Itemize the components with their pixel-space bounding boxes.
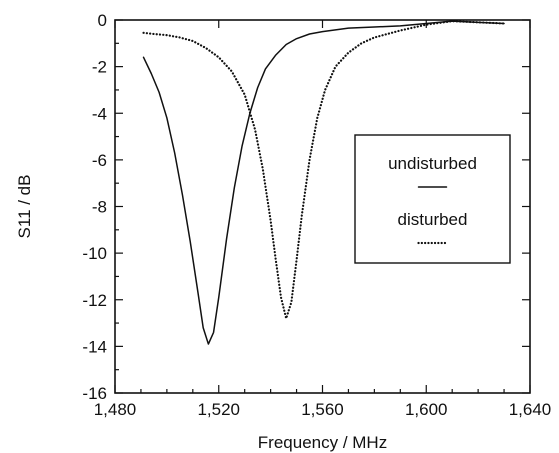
- legend: undisturbed disturbed: [354, 134, 511, 264]
- x-tick-label: 1,560: [301, 400, 344, 419]
- x-tick-label: 1,480: [94, 400, 137, 419]
- y-tick-label: -6: [92, 151, 107, 170]
- y-tick-label: -2: [92, 58, 107, 77]
- axes-layer: [114, 19, 531, 394]
- y-axis-label: S11 / dB: [15, 175, 34, 239]
- y-tick-label: -8: [92, 198, 107, 217]
- series-line-disturbed: [142, 20, 506, 320]
- y-tick-label: -16: [82, 384, 107, 403]
- x-tick-label: 1,600: [405, 400, 448, 419]
- x-axis-label: Frequency / MHz: [258, 433, 387, 452]
- series-layer: [142, 20, 506, 345]
- legend-label-undisturbed: undisturbed: [388, 154, 477, 173]
- legend-box: [354, 134, 511, 264]
- y-tick-label: 0: [98, 11, 107, 30]
- x-tick-label: 1,520: [197, 400, 240, 419]
- series-line-undisturbed: [142, 20, 505, 345]
- axis-labels-layer: 1,480 1,520 1,560 1,600 1,640 0 -2 -4 -6 -8 -10 -12…: [15, 11, 551, 452]
- y-tick-label: -4: [92, 104, 107, 123]
- y-tick-label: -10: [82, 244, 107, 263]
- legend-label-disturbed: disturbed: [398, 210, 468, 229]
- y-tick-label: -12: [82, 291, 107, 310]
- x-tick-label: 1,640: [509, 400, 552, 419]
- y-tick-label: -14: [82, 337, 107, 356]
